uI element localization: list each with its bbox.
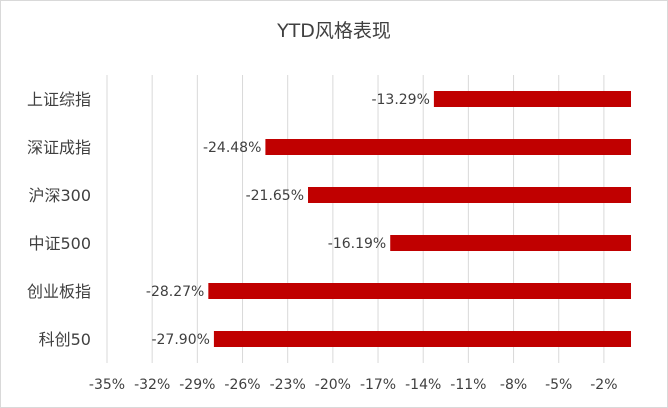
bar	[390, 235, 631, 251]
category-label: 创业板指	[27, 282, 91, 301]
bar	[213, 331, 631, 347]
category-label: 深证成指	[27, 138, 91, 157]
category-label: 上证综指	[27, 90, 91, 109]
x-tick-label: -8%	[500, 377, 527, 393]
bar	[308, 187, 631, 203]
x-tick-label: -17%	[360, 377, 396, 393]
bar	[208, 283, 631, 299]
category-label: 中证500	[28, 234, 91, 253]
category-label: 沪深300	[28, 186, 91, 205]
value-axis: -35% -32% -29% -26% -23% -20% -17% -14% -11% -8% -…	[89, 377, 618, 393]
bar	[433, 91, 631, 107]
data-label: -13.29%	[371, 92, 429, 108]
x-tick-label: -26%	[224, 377, 260, 393]
data-label: -28.27%	[146, 284, 204, 300]
x-tick-label: -2%	[590, 377, 617, 393]
bar	[265, 139, 631, 155]
data-label: -24.48%	[203, 140, 261, 156]
data-label: -21.65%	[246, 188, 304, 204]
x-tick-label: -11%	[450, 377, 486, 393]
x-tick-label: -20%	[315, 377, 351, 393]
data-labels: -13.29% -24.48% -21.65% -16.19% -28.27% -27.9…	[146, 92, 430, 348]
chart-title: YTD风格表现	[276, 20, 391, 42]
gridlines	[106, 75, 605, 363]
x-tick-label: -29%	[179, 377, 215, 393]
bars	[208, 91, 631, 347]
x-tick-label: -14%	[405, 377, 441, 393]
category-label: 科创50	[39, 330, 91, 349]
data-label: -27.90%	[151, 332, 209, 348]
x-tick-label: -35%	[89, 377, 125, 393]
x-tick-label: -5%	[545, 377, 572, 393]
data-label: -16.19%	[328, 236, 386, 252]
x-tick-label: -23%	[270, 377, 306, 393]
x-tick-label: -32%	[134, 377, 170, 393]
